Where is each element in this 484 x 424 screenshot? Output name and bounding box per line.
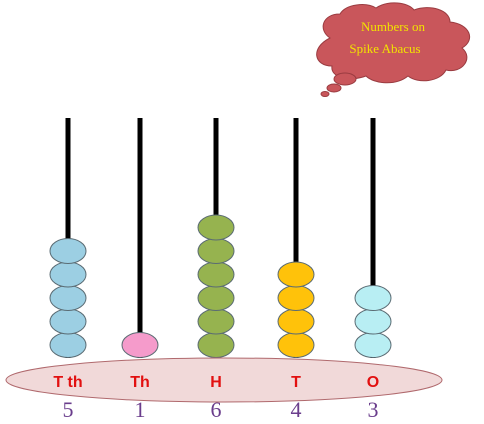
digit-label: 4 <box>291 397 302 422</box>
place-value-label: T <box>291 374 301 391</box>
bead <box>277 308 315 335</box>
spike-5 <box>354 118 392 358</box>
digit-label: 1 <box>135 397 146 422</box>
spikes-layer <box>49 118 392 358</box>
bead <box>277 261 315 288</box>
bead <box>197 332 235 358</box>
spike-4 <box>277 118 315 358</box>
thought-dot-medium <box>326 83 342 93</box>
bead <box>49 332 87 358</box>
bead <box>197 285 235 311</box>
digit-label: 3 <box>368 397 379 422</box>
thought-dot-large <box>333 72 357 86</box>
labels-layer: T th 5 Th 1 H 6 T 4 O 3 <box>53 374 379 422</box>
bead <box>197 308 235 335</box>
bead <box>197 238 235 264</box>
bead <box>354 308 392 335</box>
thought-dot-small <box>320 91 330 97</box>
place-value-label: T th <box>53 374 82 391</box>
spike-1 <box>49 118 87 358</box>
spike-3 <box>197 118 235 358</box>
bead <box>49 261 87 288</box>
bead <box>121 332 159 358</box>
bead <box>354 285 392 311</box>
digit-label: 6 <box>211 397 222 422</box>
bead <box>277 332 315 358</box>
bead <box>49 285 87 311</box>
bead <box>49 238 87 264</box>
bead <box>354 332 392 358</box>
bead <box>277 285 315 311</box>
abacus-base <box>5 357 443 403</box>
bead <box>197 261 235 288</box>
bead <box>49 308 87 335</box>
place-value-label: H <box>210 374 222 391</box>
bubble-line-2: Spike Abacus <box>349 41 420 56</box>
spike-2 <box>121 118 159 358</box>
bead <box>197 214 235 241</box>
place-value-label: O <box>367 374 379 391</box>
thought-bubble: Numbers on Spike Abacus <box>316 2 471 97</box>
bubble-line-1: Numbers on <box>361 19 425 34</box>
place-value-label: Th <box>130 374 150 391</box>
digit-label: 5 <box>63 397 74 422</box>
